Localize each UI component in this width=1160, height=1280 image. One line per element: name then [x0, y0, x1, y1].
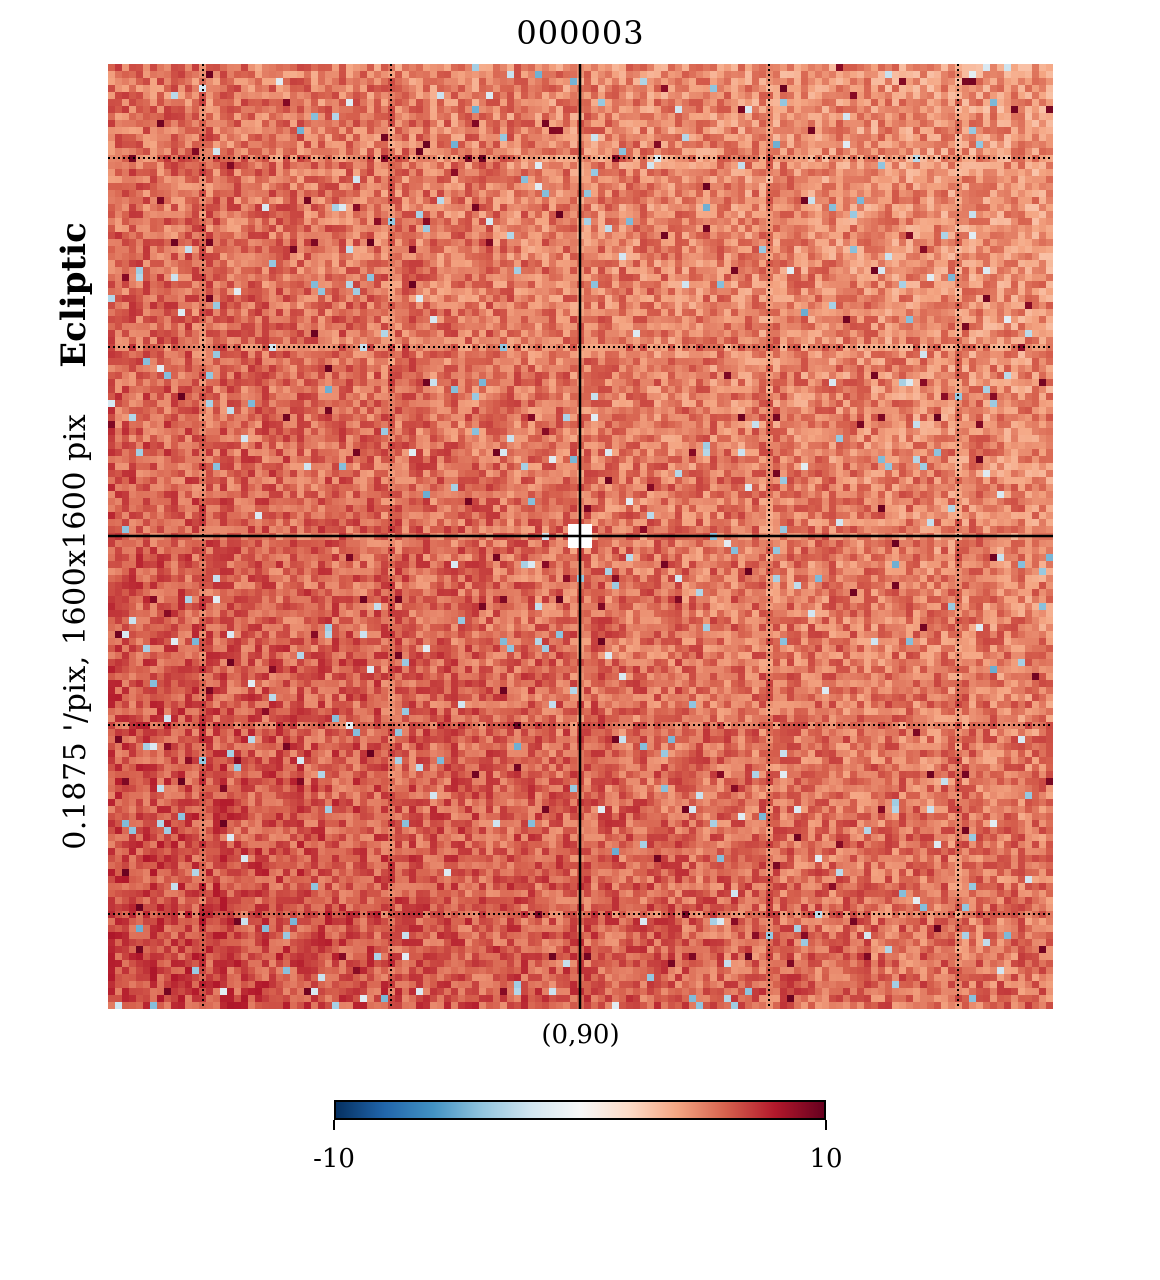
- colorbar-label-min: -10: [313, 1144, 355, 1174]
- coordinate-frame-label: Ecliptic: [54, 222, 94, 368]
- map-info-label: 0.1875 '/pix, 1600x1600 pix Ecliptic: [54, 222, 94, 850]
- colorbar: [334, 1100, 826, 1120]
- resolution-text: 0.1875 '/pix, 1600x1600 pix: [58, 413, 93, 850]
- colorbar-tick-max: [825, 1120, 827, 1130]
- colorbar-tick-min: [333, 1120, 335, 1130]
- chart-title: 000003: [516, 14, 645, 52]
- map-center-label: (0,90): [541, 1020, 620, 1050]
- sky-map: [108, 64, 1053, 1009]
- center-crosshair: [108, 64, 1053, 1009]
- colorbar-label-max: 10: [809, 1144, 843, 1174]
